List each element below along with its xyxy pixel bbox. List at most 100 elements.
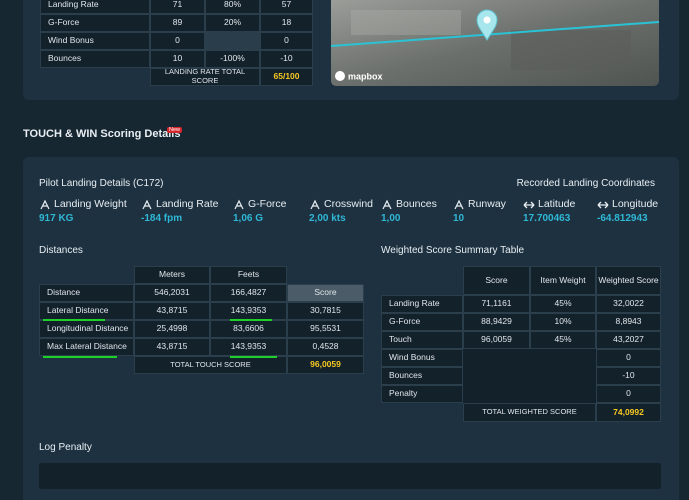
column-header: Score	[287, 284, 364, 302]
table-cell: 143,9353	[210, 302, 287, 320]
total-value: 96,0059	[287, 356, 364, 374]
stat-label: Longitude	[612, 198, 659, 210]
column-header: Weighted Score	[596, 266, 661, 295]
table-cell: 96,0059	[463, 331, 530, 349]
table-cell: Penalty	[381, 385, 463, 403]
table-cell: G-Force	[40, 14, 150, 32]
total-label: TOTAL TOUCH SCORE	[134, 356, 287, 374]
table-cell: 43,2027	[596, 331, 661, 349]
table-cell: 143,9353	[210, 338, 287, 356]
table-cell: Landing Rate	[40, 0, 150, 14]
table-cell: 32,0022	[596, 295, 661, 313]
table-cell: Wind Bonus	[381, 349, 463, 367]
stat-icon	[310, 199, 320, 210]
table-cell: -100%	[205, 50, 260, 68]
section-title: TOUCH & WIN Scoring Details	[23, 128, 181, 140]
stat-value: 917 KG	[39, 213, 74, 224]
stat-label: Landing Weight	[54, 198, 127, 210]
log-penalty-box	[39, 463, 661, 489]
stat-value: 1,00	[381, 213, 401, 224]
column-header: Feets	[210, 266, 287, 284]
stat-value: 17.700463	[523, 213, 571, 224]
log-penalty-title: Log Penalty	[39, 442, 92, 453]
table-cell: 95,5531	[287, 320, 364, 338]
distances-title: Distances	[39, 245, 83, 256]
table-cell: 166,4827	[210, 284, 287, 302]
stat-value: -184 fpm	[141, 213, 183, 224]
table-cell: Bounces	[40, 50, 150, 68]
new-badge: New	[167, 127, 183, 133]
highlight-underline	[43, 356, 117, 358]
table-cell: 43,8715	[134, 302, 210, 320]
stat-label: Landing Rate	[156, 198, 219, 210]
map: mapbox	[331, 0, 659, 86]
table-cell: -10	[596, 367, 661, 385]
pilot-title: Pilot Landing Details (C172)	[39, 178, 164, 189]
stat-icon	[523, 201, 535, 209]
table-cell: 89	[150, 14, 205, 32]
weighted-title: Weighted Score Summary Table	[381, 245, 525, 256]
stat-label: G-Force	[248, 198, 287, 210]
table-cell: 57	[260, 0, 313, 14]
stat-value: 2,00 kts	[309, 213, 346, 224]
stat-icon	[142, 199, 152, 210]
table-cell: 71	[150, 0, 205, 14]
stat-icon	[40, 199, 50, 210]
table-cell: 10	[150, 50, 205, 68]
table-cell: 83,6606	[210, 320, 287, 338]
table-cell: 25,4998	[134, 320, 210, 338]
stat-label: Latitude	[538, 198, 576, 210]
table-cell: 30,7815	[287, 302, 364, 320]
stat-icon	[454, 199, 464, 210]
table-cell: Max Lateral Distance	[39, 338, 134, 356]
table-cell: Distance	[39, 284, 134, 302]
map-logo: mapbox	[348, 72, 383, 82]
stat-value: 1,06 G	[233, 213, 264, 224]
empty-cell	[463, 367, 596, 385]
highlight-underline	[43, 319, 105, 321]
table-cell: 71,1161	[463, 295, 530, 313]
table-cell: Touch	[381, 331, 463, 349]
table-cell: G-Force	[381, 313, 463, 331]
coordinates-title: Recorded Landing Coordinates	[516, 178, 655, 189]
table-cell: 88,9429	[463, 313, 530, 331]
highlight-underline	[230, 356, 277, 358]
table-cell: 546,2031	[134, 284, 210, 302]
table-cell: 10%	[530, 313, 596, 331]
stat-icon	[382, 199, 392, 210]
stat-icon	[234, 199, 244, 210]
table-cell: Lateral Distance	[39, 302, 134, 320]
stat-label: Crosswind	[324, 198, 374, 210]
table-cell: 0,4528	[287, 338, 364, 356]
highlight-underline	[230, 319, 272, 321]
total-value: 65/100	[260, 68, 313, 86]
total-value: 74,0992	[596, 403, 661, 422]
table-cell: Landing Rate	[381, 295, 463, 313]
stat-label: Runway	[468, 198, 506, 210]
table-cell: 45%	[530, 331, 596, 349]
column-header: Item Weight	[530, 266, 596, 295]
table-cell: 0	[596, 385, 661, 403]
empty-cell	[205, 32, 260, 50]
table-cell: 0	[260, 32, 313, 50]
table-cell: 0	[596, 349, 661, 367]
column-header: Meters	[134, 266, 210, 284]
table-cell: Bounces	[381, 367, 463, 385]
table-cell: 8,8943	[596, 313, 661, 331]
table-cell: 18	[260, 14, 313, 32]
table-cell: Longitudinal Distance	[39, 320, 134, 338]
total-label: LANDING RATE TOTAL SCORE	[150, 68, 260, 86]
stat-icon	[597, 201, 609, 209]
table-cell: Wind Bonus	[40, 32, 150, 50]
column-header: Score	[463, 266, 530, 295]
table-cell: 43,8715	[134, 338, 210, 356]
table-cell: 80%	[205, 0, 260, 14]
stat-label: Bounces	[396, 198, 437, 210]
empty-cell	[463, 349, 596, 367]
stat-value: -64.812943	[597, 213, 648, 224]
table-cell: 20%	[205, 14, 260, 32]
empty-cell	[463, 385, 596, 403]
table-cell: -10	[260, 50, 313, 68]
table-cell: 45%	[530, 295, 596, 313]
